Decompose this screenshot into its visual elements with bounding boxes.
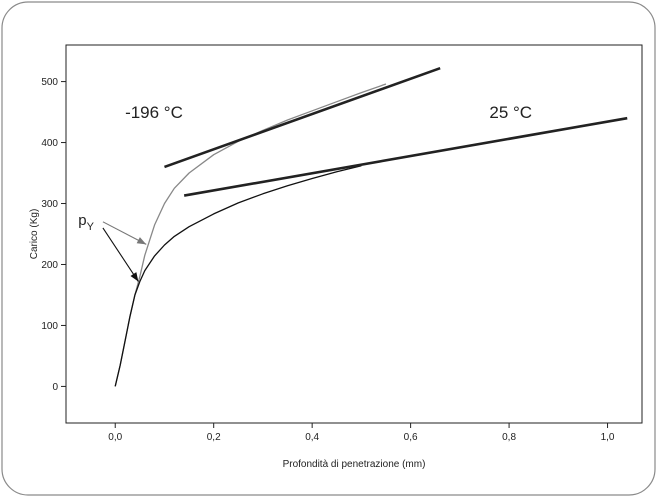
arrowhead-py-25 — [130, 272, 139, 282]
y-tick-label: 200 — [41, 260, 58, 271]
arrow-shaft-py-25 — [102, 227, 139, 282]
tick-layer: 0,0 0,2 0,4 0,6 0,8 1,0 0 100 200 300 400 500 — [41, 77, 615, 443]
y-tick-label: 500 — [41, 77, 58, 88]
annotation-py-subscript: Y — [87, 221, 95, 233]
y-tick-label: 100 — [41, 321, 58, 332]
x-tick-label: 0,8 — [502, 432, 516, 443]
y-axis-title: Carico (Kg) — [29, 209, 40, 260]
annotation-25-c: 25 °C — [489, 103, 532, 122]
series-layer — [114, 83, 387, 387]
y-tick-label: 400 — [41, 138, 58, 149]
annotation-py-main: p — [78, 212, 86, 229]
y-tick-label: 300 — [41, 199, 58, 210]
x-tick-label: 0,2 — [207, 432, 221, 443]
x-axis-title: Profondità di penetrazione (mm) — [283, 459, 426, 470]
y-tick-label: 0 — [52, 382, 58, 393]
tangent-line-25-c — [183, 116, 628, 197]
x-tick-label: 1,0 — [601, 432, 615, 443]
annotation-py: pY — [78, 212, 94, 233]
series-line-25-c — [114, 165, 362, 387]
annotation-minus-196-c: -196 °C — [125, 103, 183, 122]
x-tick-label: 0,0 — [108, 432, 122, 443]
tangent-layer — [164, 66, 628, 197]
plot-area-border — [65, 44, 643, 424]
arrowhead-py-minus-196 — [136, 237, 147, 245]
arrow-layer — [102, 221, 147, 282]
x-tick-label: 0,6 — [404, 432, 418, 443]
x-tick-label: 0,4 — [305, 432, 319, 443]
tangent-line-minus-196-c — [164, 66, 441, 169]
